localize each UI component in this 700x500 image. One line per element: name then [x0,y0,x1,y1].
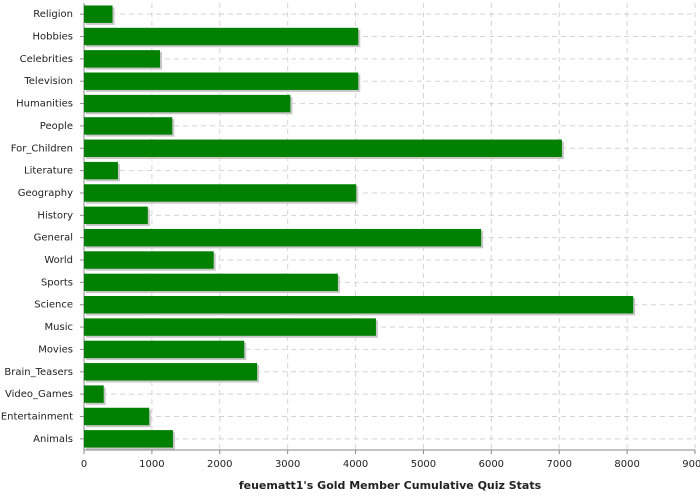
y-tick-label: People [40,121,73,132]
y-tick-label: Entertainment [1,411,73,422]
y-tick-label: Animals [33,434,73,445]
bar [84,72,359,90]
bar [84,94,291,113]
x-tick-label: 7000 [546,459,571,470]
y-tick-label: Movies [38,344,73,355]
bar [84,27,359,46]
x-tick-label: 6000 [479,459,504,470]
bar [84,50,161,68]
bar [84,273,338,292]
y-tick-label: Sports [41,277,73,288]
y-tick-label: Brain_Teasers [4,367,73,378]
bar [84,407,150,426]
x-tick-label: 2000 [207,459,232,470]
y-tick-label: Video_Games [5,389,73,400]
bar [84,296,634,314]
bar [84,184,357,202]
y-tick-label: History [37,210,73,221]
bar [84,363,258,381]
y-tick-label: For_Children [11,143,73,154]
bar [84,340,245,359]
x-tick-label: 9000 [682,459,700,470]
y-tick-label: Science [34,300,73,311]
y-tick-label: Celebrities [20,54,73,65]
bar [84,139,562,157]
bar [84,318,376,336]
y-tick-label: Television [23,76,73,87]
y-tick-label: Humanities [16,99,73,110]
bar [84,161,118,180]
bar [84,228,482,247]
y-tick-label: Music [45,322,73,333]
y-tick-label: Literature [24,166,73,177]
bar [84,430,173,448]
y-tick-label: World [44,255,73,266]
bar [84,117,173,135]
bar [84,385,104,403]
y-tick-label: Geography [18,188,73,199]
y-tick-label: Hobbies [33,32,73,43]
x-tick-label: 5000 [411,459,436,470]
x-axis-label: feuematt1's Gold Member Cumulative Quiz … [239,479,542,492]
bar [84,206,148,225]
x-tick-label: 1000 [139,459,164,470]
y-tick-label: General [34,233,73,244]
bar [84,5,113,23]
x-tick-label: 0 [81,459,87,470]
bar [84,251,214,269]
x-tick-label: 4000 [343,459,368,470]
y-tick-label: Religion [33,9,73,20]
x-tick-label: 8000 [614,459,639,470]
x-tick-label: 3000 [275,459,300,470]
